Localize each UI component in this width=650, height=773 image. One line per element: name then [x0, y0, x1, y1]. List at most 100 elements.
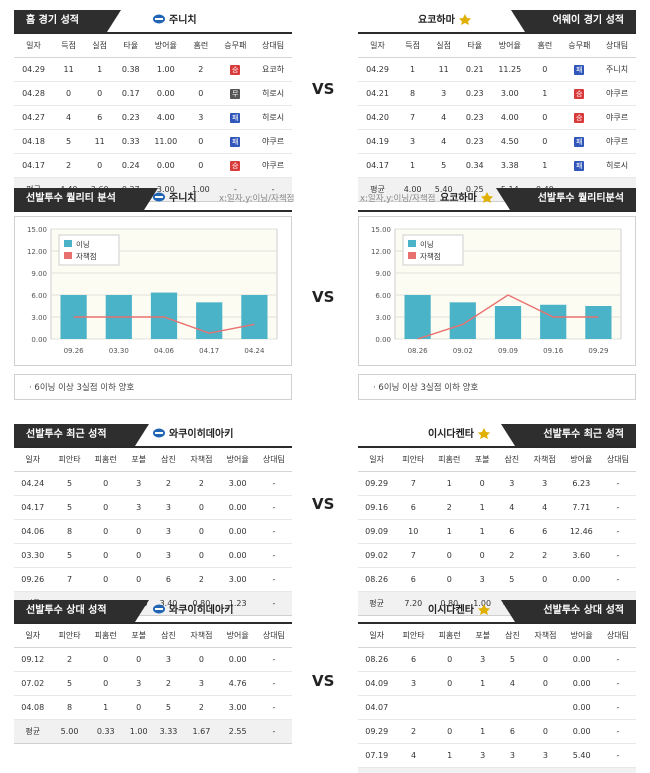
table-cell: -: [255, 519, 292, 544]
star-logo-icon: [458, 14, 471, 25]
table-cell: 주니치: [598, 57, 636, 82]
line-earned-runs: [417, 294, 599, 340]
table-cell: 0: [431, 543, 468, 568]
table-cell: 3: [123, 495, 154, 520]
table-row: 07.19 4 1 3 3 3 5.40-: [358, 743, 636, 768]
column-header: 일자: [14, 624, 52, 648]
vs-left-table: 일자 피안타 피홈런 포볼 삼진 자책점 방어율 상대팀 09.12 2 0 0 3 0 0.00-07.0…: [14, 624, 292, 744]
average-cell: 0.80: [183, 591, 220, 616]
table-row: 04.20 7 4 0.23 4.00 0 승 야쿠르: [358, 105, 636, 130]
table-cell: -: [255, 567, 292, 592]
table-cell: 4: [395, 743, 432, 768]
average-cell: 5.00: [51, 719, 88, 744]
table-cell: 6: [526, 519, 563, 544]
table-cell: 07.02: [14, 671, 52, 696]
column-header: 상대팀: [255, 448, 292, 472]
table-cell: 4.00: [146, 105, 186, 130]
vs-label: VS: [312, 288, 335, 306]
table-cell: 2: [183, 471, 220, 496]
y-tick-label: 0.00: [31, 336, 47, 344]
table-cell: 6: [84, 105, 116, 130]
column-header: 실점: [84, 34, 116, 58]
average-cell: 5.40: [428, 177, 460, 202]
table-cell: 3: [467, 743, 498, 768]
quality-note-text: 6이닝 이상 3실점 이하 양호: [34, 383, 135, 393]
result-cell: 패: [560, 153, 599, 178]
table-cell: 0: [87, 471, 124, 496]
bar-innings: [449, 302, 476, 339]
average-cell: 4.00: [397, 177, 429, 202]
line-earned-runs: [73, 316, 255, 334]
table-cell: 3.00: [490, 81, 530, 106]
table-row: 04.17 1 5 0.34 3.38 1 패 히로시: [358, 153, 636, 178]
table-cell: 0: [431, 719, 468, 744]
table-cell: 04.24: [14, 471, 52, 496]
result-cell: 승: [560, 105, 599, 130]
table-cell: 5.40: [563, 743, 600, 768]
table-cell: 7: [397, 105, 429, 130]
table-cell: 04.20: [358, 105, 398, 130]
column-header: 일자: [358, 34, 398, 58]
table-cell: [431, 695, 468, 720]
quality-right-panel: 선발투수 퀄리티분석 x:일자,y:이닝/자책점 요코하마 0.00 3.00 6.…: [358, 188, 636, 400]
table-cell: 야쿠르: [598, 105, 636, 130]
column-header: 삼진: [153, 624, 184, 648]
result-badge-lose: 패: [574, 64, 585, 75]
away-team-name: 요코하마: [418, 15, 455, 26]
column-header: 승무패: [216, 34, 255, 58]
table-cell: 0: [183, 543, 220, 568]
y-tick-label: 15.00: [371, 226, 391, 234]
column-header: 득점: [397, 34, 429, 58]
quality-right-team: 요코하마: [440, 191, 497, 207]
result-badge-win: 승: [574, 88, 585, 99]
table-cell: 4: [428, 129, 460, 154]
table-cell: 3: [153, 519, 184, 544]
dragon-logo-icon: [153, 14, 165, 24]
table-cell: 04.27: [14, 105, 54, 130]
average-cell: 평균: [358, 767, 396, 773]
table-cell: 3: [153, 495, 184, 520]
table-cell: 10: [395, 519, 432, 544]
average-cell: -: [216, 177, 255, 202]
average-cell: 1.60: [467, 767, 498, 773]
table-cell: 0: [527, 671, 564, 696]
table-cell: 3: [153, 543, 184, 568]
x-tick-label: 08.26: [408, 347, 429, 355]
table-cell: 04.29: [14, 57, 54, 82]
table-cell: 7.71: [562, 495, 600, 520]
table-cell: 4: [53, 105, 85, 130]
table-cell: 야쿠르: [598, 129, 636, 154]
table-cell: 6: [153, 567, 184, 592]
table-row: 04.21 8 3 0.23 3.00 1 승 야쿠르: [358, 81, 636, 106]
column-header: 피안타: [395, 448, 432, 472]
quality-note-text: 6이닝 이상 3실점 이하 양호: [378, 383, 479, 393]
table-cell: 1: [529, 153, 561, 178]
column-header: 피안타: [51, 448, 88, 472]
table-cell: 1: [467, 671, 498, 696]
table-cell: 3: [467, 647, 498, 672]
average-cell: 0.20: [431, 767, 468, 773]
table-cell: 0: [185, 153, 217, 178]
quality-right-chart-box: 0.00 3.00 6.00 9.00 12.00 15.00 08.26 09.02 09.0…: [358, 216, 636, 366]
table-cell: 1: [467, 519, 497, 544]
table-row: 04.19 3 4 0.23 4.50 0 패 야쿠르: [358, 129, 636, 154]
table-cell: -: [255, 495, 292, 520]
table-row: 09.02 7 0 0 2 2 3.60-: [358, 543, 636, 568]
table-cell: 0.21: [459, 57, 491, 82]
table-cell: 2: [431, 495, 468, 520]
vs-left-pitcher: 와쿠이히데아키: [169, 605, 234, 616]
column-header: 자책점: [183, 448, 220, 472]
table-cell: -: [599, 719, 636, 744]
y-tick-label: 15.00: [27, 226, 47, 234]
table-cell: 5: [51, 495, 88, 520]
table-cell: 7: [51, 567, 88, 592]
table-cell: 0: [467, 543, 497, 568]
table-row: 04.18 5 11 0.33 11.00 0 패 야쿠르: [14, 129, 292, 154]
table-cell: 0: [185, 81, 217, 106]
table-cell: 1: [87, 695, 124, 720]
table-cell: 0.00: [219, 519, 256, 544]
x-tick-label: 04.24: [244, 347, 265, 355]
table-cell: 0: [183, 647, 220, 672]
table-cell: 6: [497, 719, 528, 744]
table-cell: 4.76: [219, 671, 256, 696]
